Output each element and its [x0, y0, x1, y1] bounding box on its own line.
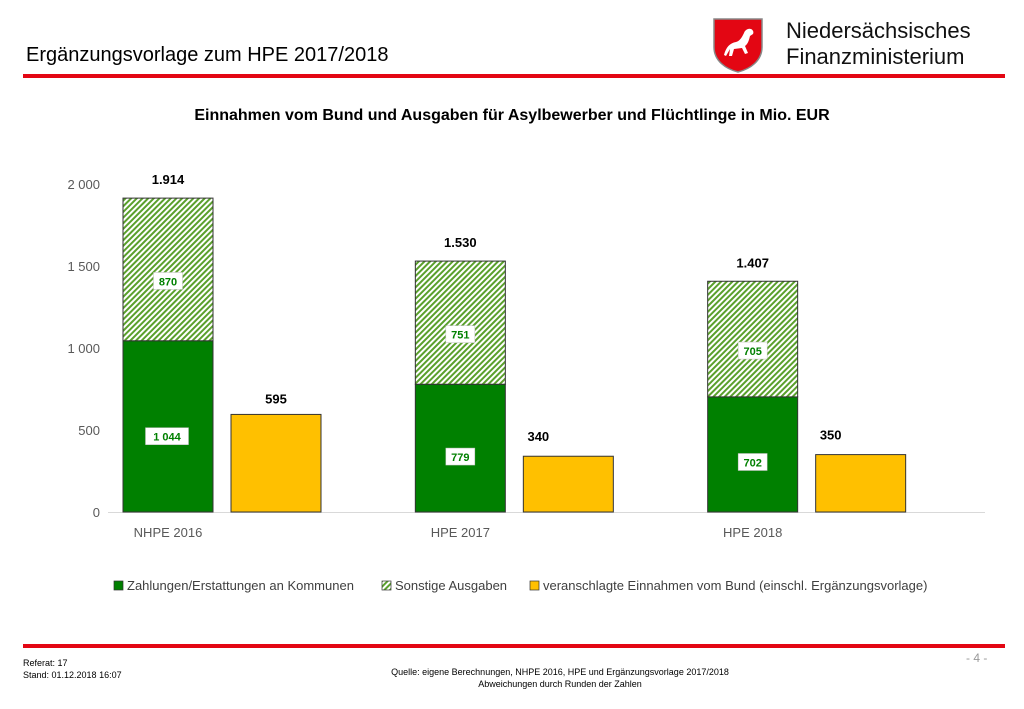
label-other-2: 705 [743, 346, 761, 358]
bar-federal-0 [230, 413, 322, 513]
y-tick-label: 1 500 [67, 259, 100, 274]
label-payments-0-box [145, 427, 189, 445]
chart-title-part2: und Ausgaben für Asylbewerber und Flücht… [363, 107, 792, 124]
label-payments-2-box [737, 453, 768, 471]
label-payments-1-box [445, 447, 476, 466]
footer-source: Quelle: eigene Berechnungen, NHPE 2016, … [280, 666, 840, 690]
y-tick-label: 2 000 [67, 177, 100, 192]
label-other-2-box [737, 341, 768, 360]
footer-meta: Referat: 17 Stand: 01.12.2018 16:07 [23, 657, 122, 681]
ministry-name: Niedersächsisches Finanzministerium [786, 18, 971, 70]
rounding-note: Abweichungen durch Runden der Zahlen [478, 679, 642, 689]
bar-other-0 [122, 197, 214, 342]
x-category-label-1: HPE 2017 [431, 525, 490, 540]
legend-label-1: Sonstige Ausgaben [395, 578, 507, 593]
label-federal-2: 350 [820, 428, 842, 443]
x-category-label-0: NHPE 2016 [134, 525, 203, 540]
legend-swatch-0 [113, 580, 124, 591]
label-other-0: 870 [159, 276, 177, 288]
chart-title-part3: EUR [791, 107, 830, 124]
bar-chart: 0 500 1 000 1 500 2 000 1 044 870 1.914 595 NHPE … [67, 172, 985, 593]
slide-title: Ergänzungsvorlage zum HPE 2017/2018 [26, 44, 389, 66]
legend-label-0: Zahlungen/Erstattungen an Kommunen [127, 578, 354, 593]
bar-payments-0 [122, 340, 214, 513]
label-federal-0: 595 [265, 391, 287, 406]
bar-federal-2 [815, 454, 907, 513]
label-total-2: 1.407 [736, 255, 769, 270]
lower-saxony-horse-crest-icon [713, 18, 763, 73]
bar-other-1 [414, 260, 506, 385]
y-tick-label: 0 [93, 505, 100, 520]
label-payments-1: 779 [451, 452, 469, 464]
ministry-line2: Finanzministerium [786, 44, 965, 69]
y-tick-label: 500 [78, 423, 100, 438]
source-text: Quelle: eigene Berechnungen, NHPE 2016, … [391, 667, 729, 677]
top-divider [23, 74, 1005, 78]
referat-text: Referat: 17 [23, 658, 68, 668]
stand-text: Stand: 01.12.2018 16:07 [23, 670, 122, 680]
label-payments-2: 702 [743, 457, 761, 469]
label-other-1: 751 [451, 330, 469, 342]
page-number: - 4 - [966, 651, 988, 665]
legend-label-2: veranschlagte Einnahmen vom Bund (einsch… [543, 578, 927, 593]
x-category-label-2: HPE 2018 [723, 525, 782, 540]
bottom-divider [23, 644, 1005, 648]
chart-title-part1: Einnahmen vom Bund [194, 107, 364, 124]
bar-other-2 [707, 280, 799, 398]
chart-title: Einnahmen vom Bund und Ausgaben für Asyl… [0, 107, 1024, 125]
label-total-0: 1.914 [152, 172, 185, 187]
label-federal-1: 340 [527, 429, 549, 444]
label-other-1-box [445, 325, 476, 343]
label-payments-0: 1 044 [153, 432, 181, 444]
legend-swatch-2 [529, 580, 540, 591]
label-total-1: 1.530 [444, 235, 477, 250]
ministry-line1: Niedersächsisches [786, 18, 971, 43]
bar-federal-1 [522, 455, 614, 513]
label-other-0-box [153, 272, 183, 290]
legend-swatch-1 [381, 580, 392, 591]
y-tick-label: 1 000 [67, 341, 100, 356]
